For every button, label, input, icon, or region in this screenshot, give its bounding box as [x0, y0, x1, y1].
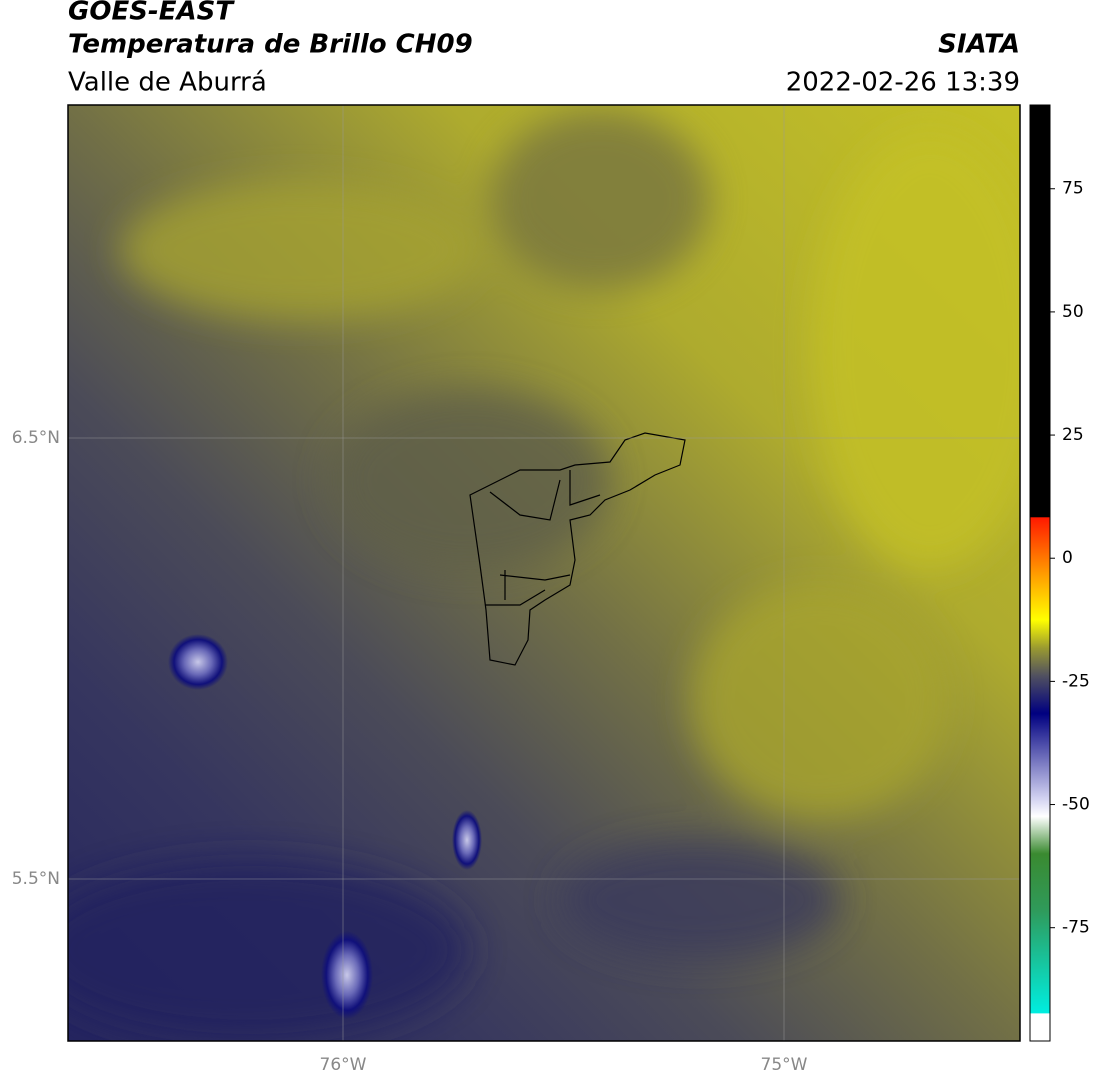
lon-label: 76°W	[320, 1055, 367, 1075]
colorbar	[1029, 104, 1051, 1042]
datetime: 2022-02-26 13:39	[786, 68, 1020, 98]
title: GOES-EAST	[68, 0, 235, 27]
colorbar-tick-label: -75	[1062, 918, 1090, 938]
source: SIATA	[938, 30, 1020, 60]
lon-label: 75°W	[761, 1055, 808, 1075]
colorbar-ticks: 75 50 25 0 -25 -50 -75	[1050, 179, 1090, 938]
colorbar-tick-label: -25	[1062, 671, 1090, 691]
colorbar-tick-label: 75	[1062, 179, 1084, 199]
lat-label: 6.5°N	[12, 428, 60, 448]
map-frame	[67, 104, 1021, 1042]
subtitle: Temperatura de Brillo CH09	[68, 30, 473, 60]
map-image	[68, 105, 1020, 1041]
colorbar-tick-label: 25	[1062, 425, 1084, 445]
region: Valle de Aburrá	[68, 68, 267, 98]
colorbar-tick-label: 0	[1062, 548, 1073, 568]
colorbar-tick-label: -50	[1062, 795, 1090, 815]
lat-label: 5.5°N	[12, 869, 60, 889]
colorbar-tick-label: 50	[1062, 302, 1084, 322]
